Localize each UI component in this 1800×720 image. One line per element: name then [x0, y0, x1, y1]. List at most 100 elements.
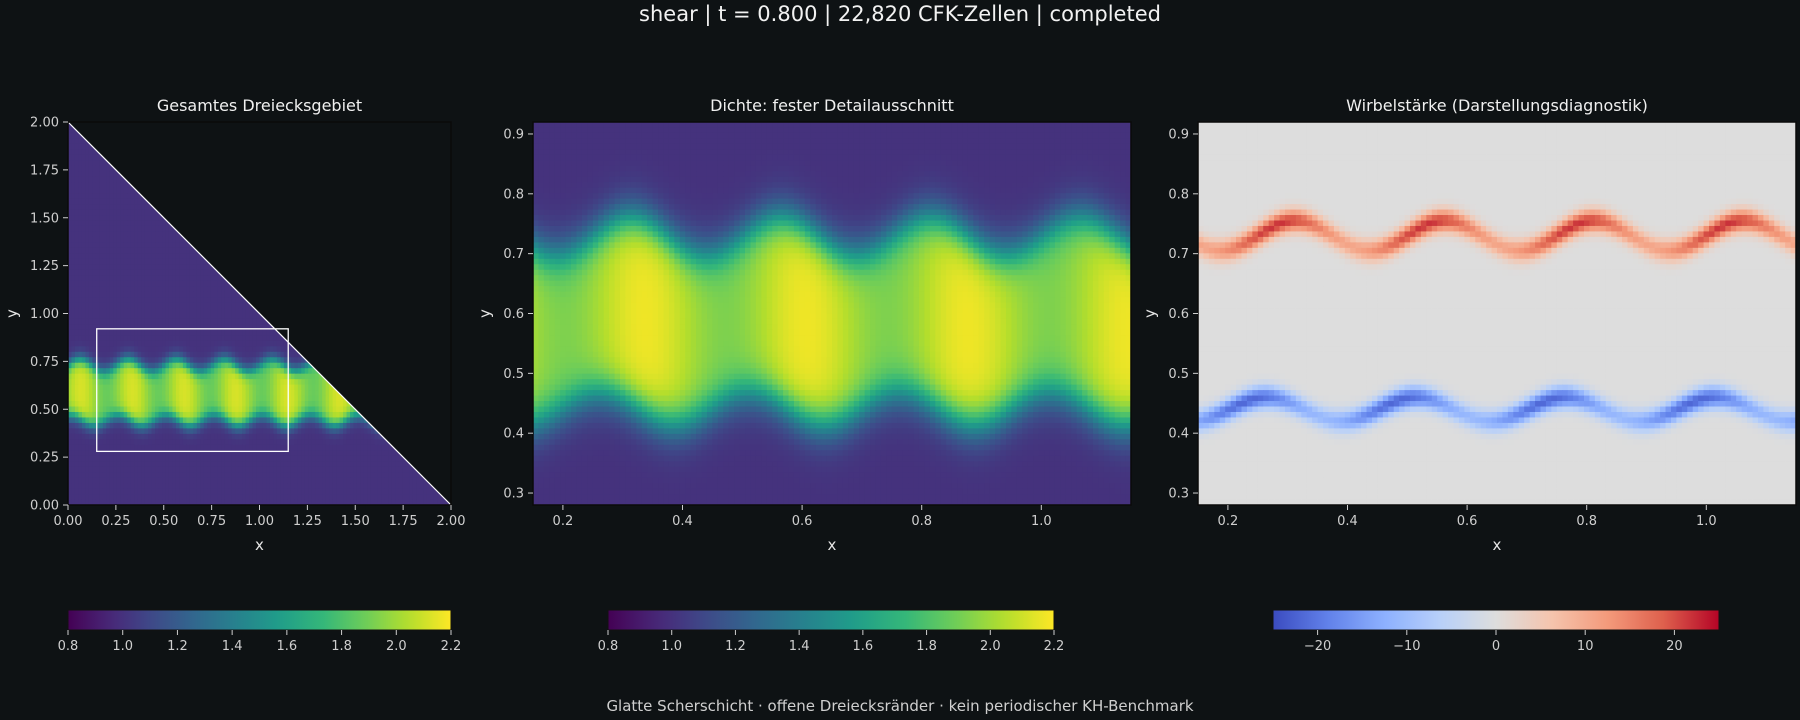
heatmap-cell [106, 231, 111, 238]
heatmap-cell [74, 444, 80, 451]
heatmap-cell [99, 499, 104, 505]
heatmap-cell [85, 154, 90, 161]
heatmap-cell [280, 384, 285, 391]
heatmap-cell [755, 160, 762, 167]
heatmap-cell [68, 406, 73, 413]
heatmap-cell [168, 351, 174, 358]
heatmap-cell [141, 406, 146, 413]
heatmap-cell [1065, 165, 1072, 172]
heatmap-cell [318, 411, 323, 419]
heatmap-cell [81, 439, 87, 446]
heatmap-cell [231, 297, 236, 304]
heatmap-cell [301, 461, 306, 468]
heatmap-cell [99, 390, 104, 397]
heatmap-cell [266, 477, 271, 484]
heatmap-cell [68, 455, 73, 462]
heatmap-cell [106, 280, 111, 287]
heatmap-cell [221, 335, 226, 342]
heatmap-cell [350, 411, 355, 419]
heatmap-cell [343, 494, 348, 501]
heatmap-cell [214, 302, 219, 309]
heatmap-cell [88, 198, 93, 205]
heatmap-cell [207, 433, 212, 440]
heatmap-cell [332, 494, 337, 501]
heatmap-cell [78, 318, 83, 326]
heatmap-cell [179, 324, 184, 331]
heatmap-cell [148, 209, 153, 216]
heatmap-cell [853, 160, 860, 167]
heatmap-cell [175, 417, 181, 424]
heatmap-cell [148, 253, 153, 260]
heatmap-cell [318, 373, 323, 380]
heatmap-cell [137, 318, 142, 326]
heatmap-cell [957, 149, 964, 156]
heatmap-cell [158, 340, 163, 347]
heatmap-cell [74, 231, 80, 238]
heatmap-cell [886, 122, 893, 129]
heatmap-cell [935, 127, 942, 134]
heatmap-cell [712, 127, 719, 134]
heatmap-cell [148, 379, 153, 386]
heatmap-cell [363, 439, 369, 446]
heatmap-cell [360, 499, 365, 505]
heatmap-cell [262, 406, 268, 413]
heatmap-cell [402, 494, 407, 501]
heatmap-cell [405, 472, 410, 479]
heatmap-cell [1044, 149, 1051, 156]
heatmap-cell [120, 362, 125, 369]
heatmap-cell [189, 346, 194, 353]
heatmap-cell [405, 499, 410, 505]
heatmap-cell [88, 231, 93, 238]
heatmap-cell [78, 176, 83, 183]
heatmap-cell [957, 122, 964, 129]
heatmap-cell [175, 384, 181, 391]
heatmap-cell [304, 466, 309, 473]
heatmap-cell [217, 477, 222, 484]
heatmap-cell [242, 477, 247, 484]
heatmap-cell [113, 379, 118, 386]
heatmap-cell [228, 417, 233, 424]
heatmap-cell [130, 193, 135, 200]
heatmap-cell [162, 220, 167, 227]
heatmap-cell [231, 499, 236, 505]
heatmap-cell [120, 439, 125, 446]
heatmap-cell [116, 269, 121, 276]
heatmap-cell [196, 308, 201, 315]
heatmap-cell [172, 461, 177, 468]
heatmap-cell [259, 329, 264, 336]
heatmap-cell [259, 433, 264, 440]
heatmap-cell [186, 335, 191, 342]
heatmap-cell [276, 390, 281, 397]
heatmap-cell [294, 455, 299, 462]
heatmap-cell [332, 499, 337, 505]
heatmap-cell [336, 439, 341, 446]
heatmap-cell [395, 455, 400, 462]
heatmap-cell [116, 384, 121, 391]
heatmap-cell [322, 450, 327, 457]
heatmap-cell [587, 127, 594, 134]
heatmap-cell [144, 411, 149, 419]
heatmap-cell [603, 138, 610, 145]
heatmap-cell [120, 324, 125, 331]
heatmap-cell [210, 450, 215, 457]
heatmap-cell [71, 187, 76, 194]
heatmap-cell [134, 368, 139, 375]
heatmap-cell [1071, 160, 1078, 167]
heatmap-cell [158, 318, 163, 326]
heatmap-cell [179, 499, 184, 505]
heatmap-cell [935, 165, 942, 172]
heatmap-cell [859, 138, 866, 145]
heatmap-cell [137, 406, 142, 413]
heatmap-cell [158, 488, 163, 495]
heatmap-cell [175, 362, 181, 369]
heatmap-cell [1044, 132, 1051, 140]
heatmap-cell [1125, 132, 1131, 140]
heatmap-cell [217, 308, 222, 315]
heatmap-cell [68, 176, 73, 183]
heatmap-cell [68, 220, 73, 227]
heatmap-cell [144, 368, 149, 375]
heatmap-cell [88, 318, 93, 326]
heatmap-cell [106, 160, 111, 167]
heatmap-cell [772, 165, 779, 172]
heatmap-cell [283, 422, 288, 429]
